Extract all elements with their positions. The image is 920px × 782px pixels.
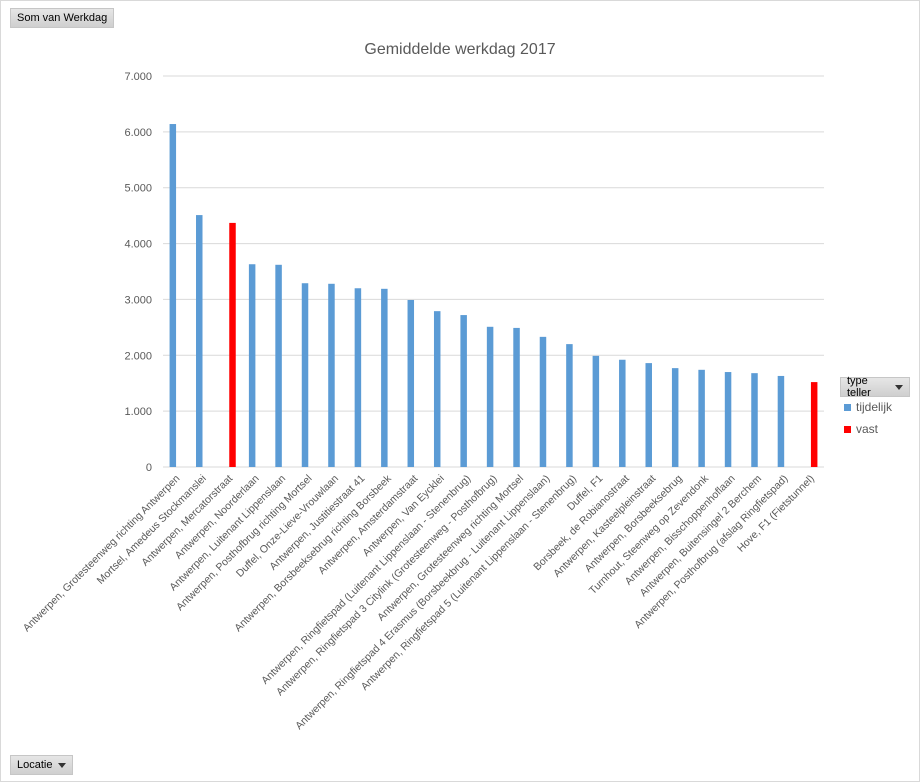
bar-tijdelijk <box>513 327 520 467</box>
legend-swatch <box>844 403 851 411</box>
bar-tijdelijk <box>698 369 705 467</box>
y-tick-label: 7.000 <box>124 71 152 83</box>
dropdown-arrow-icon <box>58 762 67 768</box>
legend-swatch <box>844 425 851 433</box>
bar-tijdelijk <box>275 264 282 467</box>
bar-tijdelijk <box>301 283 309 467</box>
bar-tijdelijk <box>645 363 652 467</box>
bar-tijdelijk <box>354 288 362 467</box>
bar-tijdelijk <box>671 368 679 467</box>
bar-tijdelijk <box>724 372 732 467</box>
bar-vast <box>810 382 818 467</box>
bar-vast <box>229 222 236 467</box>
bar-tijdelijk <box>381 288 388 467</box>
bar-tijdelijk <box>407 299 415 467</box>
y-tick-label: 3.000 <box>124 294 152 306</box>
legend-field-label: type teller <box>847 375 871 399</box>
bar-tijdelijk <box>433 311 441 467</box>
bar-tijdelijk <box>777 375 785 467</box>
y-tick-label: 6.000 <box>124 127 152 139</box>
bar-tijdelijk <box>539 336 547 467</box>
bar-tijdelijk <box>566 344 573 467</box>
bar-tijdelijk <box>196 215 203 467</box>
legend-label: vast <box>856 422 879 436</box>
legend-item-vast: vast <box>844 422 878 436</box>
chart-title: Gemiddelde werkdag 2017 <box>364 41 555 58</box>
y-tick-label: 5.000 <box>124 183 152 195</box>
y-tick-label: 0 <box>146 462 152 474</box>
legend-item-tijdelijk: tijdelijk <box>844 400 892 414</box>
legend-label: tijdelijk <box>856 400 893 414</box>
legend-field-button[interactable]: type teller <box>840 375 910 399</box>
y-tick-label: 2.000 <box>124 350 152 362</box>
y-tick-label: 1.000 <box>124 406 152 418</box>
bar-tijdelijk <box>751 373 758 467</box>
bar-tijdelijk <box>619 359 626 467</box>
bar-tijdelijk <box>328 283 335 467</box>
bar-tijdelijk <box>486 326 494 467</box>
bar-tijdelijk <box>248 264 256 467</box>
axis-field-button[interactable]: Locatie <box>10 755 74 775</box>
values-field-button[interactable]: Som van Werkdag <box>10 8 115 28</box>
bar-tijdelijk <box>169 124 177 467</box>
bar-tijdelijk <box>592 355 600 467</box>
y-tick-label: 4.000 <box>124 239 152 251</box>
bar-tijdelijk <box>460 315 467 467</box>
axis-field-label: Locatie <box>17 759 53 771</box>
dropdown-arrow-icon <box>895 384 903 390</box>
values-field-label: Som van Werkdag <box>17 12 108 24</box>
